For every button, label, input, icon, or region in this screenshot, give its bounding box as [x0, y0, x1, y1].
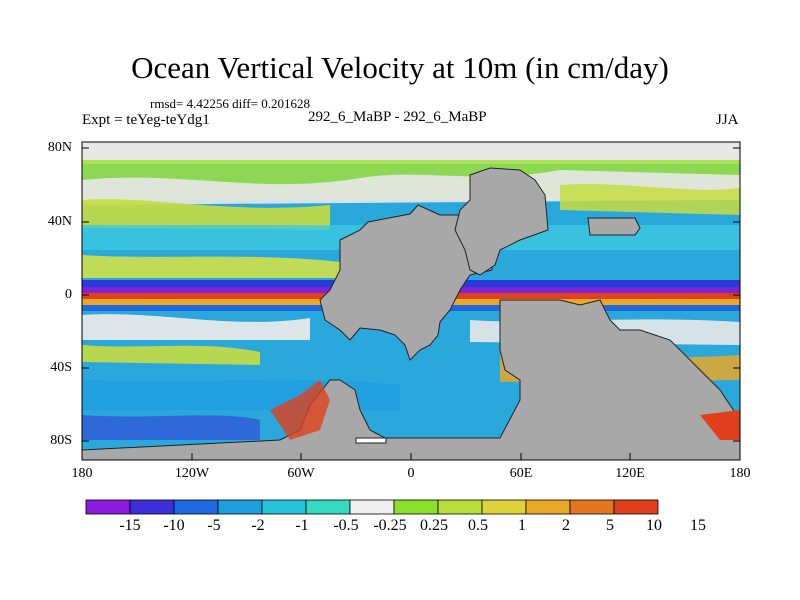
chart-title: Ocean Vertical Velocity at 10m (in cm/da…	[131, 50, 669, 85]
y-tick-label: 80N	[47, 140, 72, 155]
north-pacific-patch	[82, 199, 330, 230]
colorbar-swatch	[569, 499, 615, 515]
x-tick-label: 180	[729, 466, 751, 481]
colorbar-label: 0.25	[420, 517, 448, 534]
colorbar	[85, 499, 659, 515]
stats-label: rmsd= 4.42256 diff= 0.201628	[150, 96, 310, 111]
colorbar-label: -2	[251, 517, 265, 534]
japan-sea-land	[587, 217, 641, 236]
x-tick-label: 60E	[509, 466, 533, 481]
x-tick-label: 120E	[615, 466, 645, 481]
southeast-corner-patch	[700, 410, 740, 440]
colorbar-label: -1	[295, 517, 309, 534]
colorbar-swatch	[129, 499, 175, 515]
south-subtropic-patch	[82, 345, 260, 365]
antarctic-coast-band	[82, 415, 260, 440]
experiment-label: Expt = teYeg-teYdg1	[82, 112, 210, 128]
x-tick-label: 0	[407, 466, 415, 481]
americas-africa-land	[319, 204, 493, 361]
southern-land	[82, 299, 740, 460]
colorbar-label: 0.5	[468, 517, 488, 534]
eurasia-land	[454, 167, 549, 276]
colorbar-swatch	[393, 499, 439, 515]
colorbar-swatch	[525, 499, 571, 515]
colorbar-label: -5	[207, 517, 221, 534]
colorbar-swatch	[437, 499, 483, 515]
coastal-upwelling-patch	[270, 380, 330, 440]
colorbar-swatch	[85, 499, 131, 515]
ice-shelf-strip	[355, 437, 387, 444]
colorbar-label: -0.25	[373, 517, 407, 534]
season-label: JJA	[716, 112, 739, 128]
comparison-label: 292_6_MaBP - 292_6_MaBP	[308, 109, 487, 125]
south-tropic-patch	[82, 314, 310, 340]
tropic-north-patch	[82, 255, 340, 278]
colorbar-label: 2	[562, 517, 570, 534]
colorbar-swatch	[305, 499, 351, 515]
north-pacific-east-patch	[560, 183, 740, 215]
colorbar-swatch	[217, 499, 263, 515]
colorbar-label: -0.5	[333, 517, 359, 534]
map-area	[82, 142, 740, 460]
colorbar-swatch	[613, 499, 659, 515]
land-masses	[82, 167, 740, 460]
colorbar-label: -10	[163, 517, 185, 534]
y-tick-label: 40S	[50, 360, 72, 375]
x-tick-label: 120W	[174, 466, 210, 481]
x-tick-label: 60W	[287, 466, 315, 481]
colorbar-label: -15	[119, 517, 141, 534]
axis-ticks	[81, 147, 741, 460]
x-tick-label: 180	[71, 466, 93, 481]
colorbar-swatch	[261, 499, 307, 515]
y-tick-label: 0	[65, 287, 72, 302]
colorbar-label: 10	[646, 517, 662, 534]
y-tick-label: 40N	[47, 214, 72, 229]
colorbar-swatch	[173, 499, 219, 515]
colorbar-label: 5	[606, 517, 614, 534]
colorbar-label: 1	[518, 517, 526, 534]
arctic-band	[82, 142, 740, 164]
colorbar-swatch	[481, 499, 527, 515]
colorbar-swatch	[349, 499, 395, 515]
colorbar-label: 15	[690, 517, 706, 534]
y-tick-label: 80S	[50, 433, 72, 448]
